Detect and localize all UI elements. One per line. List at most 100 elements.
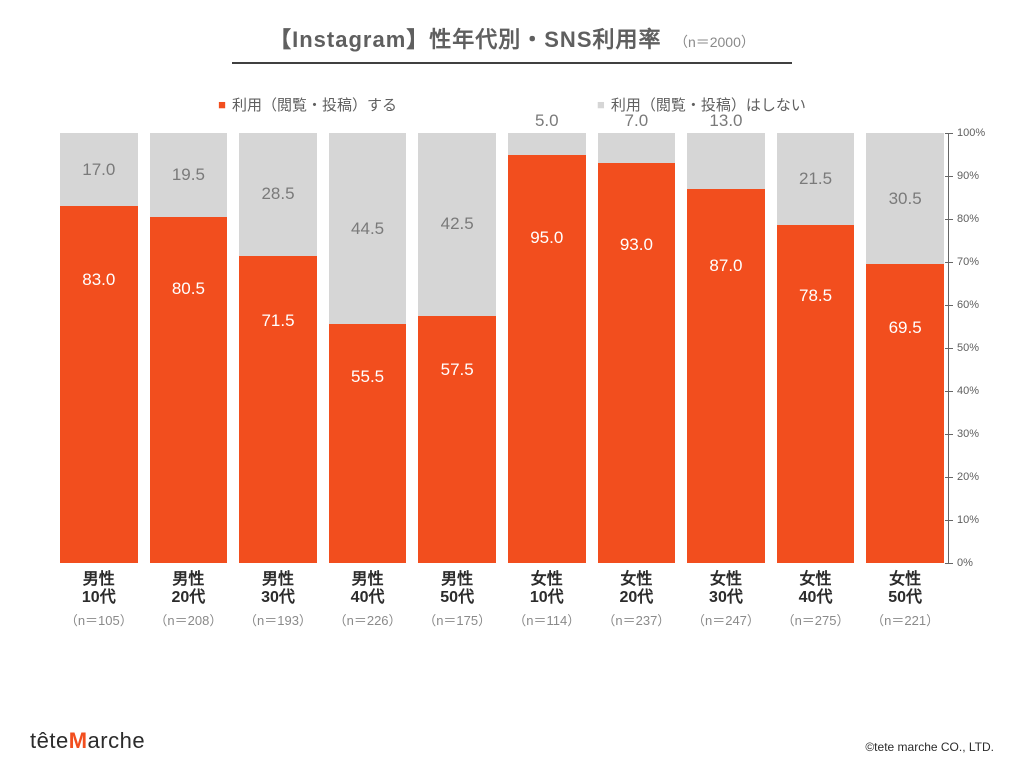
bar-value-use: 55.5 <box>329 367 407 387</box>
bar-value-use: 71.5 <box>239 311 317 331</box>
bar-column: 19.5 80.5 <box>150 133 228 563</box>
bar-value-use: 83.0 <box>60 270 138 290</box>
x-label-n: （n＝114） <box>508 610 586 629</box>
x-label-age: 10代 <box>60 589 138 607</box>
bar-segment-notuse: 42.5 <box>418 133 496 316</box>
logo-accent: M <box>69 728 88 753</box>
x-label-n: （n＝226） <box>329 610 407 629</box>
bar-value-use: 69.5 <box>866 318 944 338</box>
x-label-gender: 男性 <box>418 571 496 589</box>
y-tick-label: 40% <box>957 385 979 397</box>
x-axis-category: 女性50代 （n＝221） <box>866 563 944 633</box>
x-label-n: （n＝208） <box>150 610 228 629</box>
bar-segment-use: 80.5 <box>150 217 228 563</box>
bar-value-notuse: 13.0 <box>687 111 765 133</box>
y-tick <box>945 305 953 306</box>
x-label-age: 50代 <box>866 589 944 607</box>
x-axis-category: 女性20代（n＝237） <box>598 563 676 633</box>
x-axis-category: 男性40代（n＝226） <box>329 563 407 633</box>
bar-segment-notuse: 5.0 <box>508 133 586 155</box>
bar-segment-use: 69.5 <box>866 264 944 563</box>
bar-segment-use: 83.0 <box>60 206 138 563</box>
x-label-gender: 男性 <box>150 571 228 589</box>
bar-segment-use: 93.0 <box>598 163 676 563</box>
bar-segment-notuse: 17.0 <box>60 133 138 206</box>
x-label-n: （n＝175） <box>418 610 496 629</box>
bar-segment-notuse: 28.5 <box>239 133 317 256</box>
x-label-gender: 男性 <box>239 571 317 589</box>
bar-column: 28.5 71.5 <box>239 133 317 563</box>
x-label-gender: 女性 <box>777 571 855 589</box>
logo-prefix: tête <box>30 728 69 753</box>
y-tick-label: 0% <box>957 557 973 569</box>
x-label-age: 30代 <box>687 589 765 607</box>
y-tick-label: 30% <box>957 428 979 440</box>
bar-value-notuse: 42.5 <box>441 214 474 234</box>
y-tick <box>945 391 953 392</box>
bar-value-use: 95.0 <box>508 228 586 248</box>
x-label-gender: 女性 <box>687 571 765 589</box>
x-axis-category: 女性40代 （n＝275） <box>777 563 855 633</box>
chart-title-block: 【Instagram】性年代別・SNS利用率 （n＝2000） <box>0 0 1024 64</box>
x-label-gender: 女性 <box>508 571 586 589</box>
logo-suffix: arche <box>88 728 146 753</box>
y-tick-label: 100% <box>957 127 985 139</box>
chart-subtitle: （n＝2000） <box>674 32 755 52</box>
y-tick <box>945 477 953 478</box>
legend-label-use: 利用（閲覧・投稿）する <box>232 94 397 115</box>
bar-segment-use: 78.5 <box>777 225 855 563</box>
bar-value-use: 93.0 <box>598 235 676 255</box>
x-label-age: 10代 <box>508 589 586 607</box>
bar-value-use: 87.0 <box>687 256 765 276</box>
legend-bullet-notuse: ■ <box>597 97 605 112</box>
bar-value-use: 80.5 <box>150 279 228 299</box>
legend-item-use: ■ 利用（閲覧・投稿）する <box>218 94 397 115</box>
x-label-n: （n＝105） <box>60 610 138 629</box>
x-axis-category: 女性10代 （n＝114） <box>508 563 586 633</box>
x-label-gender: 女性 <box>866 571 944 589</box>
bar-segment-notuse: 21.5 <box>777 133 855 225</box>
y-tick <box>945 563 953 564</box>
bar-column: 21.5 78.5 <box>777 133 855 563</box>
bar-column: 17.0 83.0 <box>60 133 138 563</box>
x-label-gender: 男性 <box>60 571 138 589</box>
x-label-age: 40代 <box>777 589 855 607</box>
bar-segment-notuse: 13.0 <box>687 133 765 189</box>
bar-value-notuse: 21.5 <box>799 169 832 189</box>
y-tick-label: 70% <box>957 256 979 268</box>
bar-segment-use: 87.0 <box>687 189 765 563</box>
legend-bullet-use: ■ <box>218 97 226 112</box>
x-label-age: 40代 <box>329 589 407 607</box>
bar-value-use: 78.5 <box>777 286 855 306</box>
bar-segment-notuse: 44.5 <box>329 133 407 324</box>
bar-segment-notuse: 19.5 <box>150 133 228 217</box>
y-axis: 0%10%20%30%40%50%60%70%80%90%100% <box>948 133 994 563</box>
bar-value-use: 57.5 <box>418 360 496 380</box>
bar-value-notuse: 44.5 <box>351 219 384 239</box>
copyright: ©tete marche CO., LTD. <box>865 740 994 754</box>
x-label-age: 20代 <box>598 589 676 607</box>
chart-area: 17.0 83.0 19.5 80.5 28.5 71.5 44.5 55.5 42.5 57.5… <box>30 133 994 633</box>
bar-value-notuse: 19.5 <box>172 165 205 185</box>
bar-column: 44.5 55.5 <box>329 133 407 563</box>
brand-logo: têteMarche <box>30 728 145 754</box>
x-label-age: 20代 <box>150 589 228 607</box>
bar-segment-use: 95.0 <box>508 155 586 564</box>
x-axis-category: 男性30代（n＝193） <box>239 563 317 633</box>
y-tick-label: 50% <box>957 342 979 354</box>
y-tick <box>945 434 953 435</box>
x-label-age: 50代 <box>418 589 496 607</box>
x-label-n: （n＝193） <box>239 610 317 629</box>
bar-column: 5.0 95.0 <box>508 133 586 563</box>
x-label-gender: 女性 <box>598 571 676 589</box>
y-tick-label: 90% <box>957 170 979 182</box>
bar-column: 30.5 69.5 <box>866 133 944 563</box>
x-label-n: （n＝247） <box>687 610 765 629</box>
x-axis-category: 女性30代 （n＝247） <box>687 563 765 633</box>
y-tick-label: 60% <box>957 299 979 311</box>
title-underline <box>232 62 792 64</box>
bar-value-notuse: 30.5 <box>889 189 922 209</box>
x-label-n: （n＝275） <box>777 610 855 629</box>
bar-segment-notuse: 7.0 <box>598 133 676 163</box>
x-label-n: （n＝221） <box>866 610 944 629</box>
